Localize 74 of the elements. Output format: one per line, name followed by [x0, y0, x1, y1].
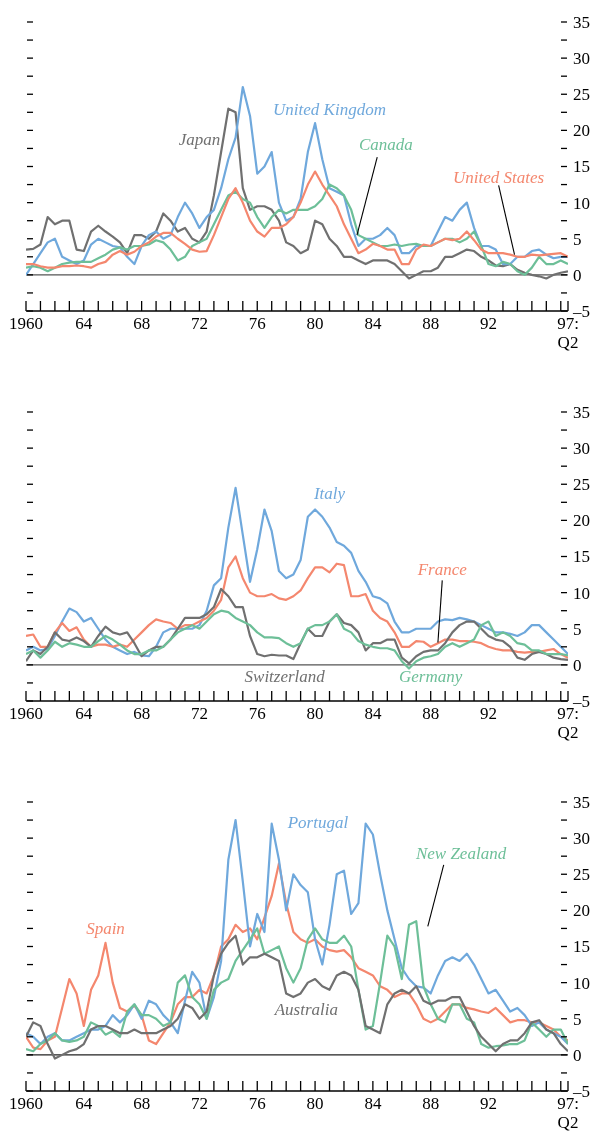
x-tick-label: 72: [190, 314, 208, 333]
y-tick-label: 0: [573, 1045, 582, 1065]
y-tick-label: 25: [573, 475, 590, 495]
x-tick-label: 72: [190, 1094, 208, 1113]
y-tick-label: 5: [573, 619, 582, 639]
y-tick-label: 10: [573, 583, 590, 603]
x-tick-label: 68: [133, 1094, 151, 1113]
line-series: [26, 486, 568, 658]
line-series: [26, 818, 568, 1046]
text: United States: [453, 167, 545, 187]
y-tick-label: 20: [573, 121, 590, 141]
x-tick-label: 92: [480, 704, 498, 723]
x-tick-label: 1960: [9, 1094, 43, 1113]
y-tick-label: 20: [573, 511, 590, 531]
y-tick-label: 35: [573, 792, 590, 812]
y-tick-label: 5: [573, 1009, 582, 1029]
x-tick-label: 80: [306, 314, 324, 333]
y-tick-label: 25: [573, 865, 590, 885]
series-label: Portugal: [286, 813, 349, 833]
series-label: Japan: [178, 129, 221, 149]
x-tick-label: 88: [422, 704, 440, 723]
x-tick-label: 1960: [9, 314, 43, 333]
x-tick-label: 76: [248, 314, 266, 333]
x-tick-label: 68: [133, 314, 151, 333]
line-series: [26, 587, 568, 665]
y-tick-label: 25: [573, 85, 590, 105]
x-tick-label: 97: Q2: [557, 1094, 579, 1131]
y-tick-label: 0: [573, 265, 582, 285]
x-tick-label: 88: [422, 1094, 440, 1113]
line-series: [26, 609, 568, 670]
text: Canada: [358, 135, 413, 155]
series-label: Italy: [312, 483, 346, 503]
y-tick-label: 10: [573, 973, 590, 993]
series-label: Spain: [86, 918, 125, 938]
text: New Zealand: [414, 844, 507, 864]
x-tick-label: 92: [480, 314, 498, 333]
y-tick-label: 15: [573, 157, 590, 177]
y-tick-label: 30: [573, 829, 590, 849]
line-series: [26, 862, 568, 1051]
x-tick-label: 1960: [9, 704, 43, 723]
x-tick-label: 92: [480, 1094, 498, 1113]
y-tick-label: 30: [573, 49, 590, 69]
x-tick-label: 64: [75, 704, 93, 723]
y-tick-label: 15: [573, 937, 590, 957]
y-tick-label: 15: [573, 547, 590, 567]
x-tick-label: 76: [248, 704, 266, 723]
y-tick-label: 0: [573, 655, 582, 675]
series-label: Australia: [273, 1000, 339, 1020]
x-tick-label: 64: [75, 314, 93, 333]
x-tick-label: 80: [306, 704, 324, 723]
x-tick-label: 84: [364, 704, 382, 723]
x-tick-label: 80: [306, 1094, 324, 1113]
x-tick-label: 97: Q2: [557, 314, 579, 352]
y-tick-label: 10: [573, 193, 590, 213]
y-tick-label: 20: [573, 901, 590, 921]
y-tick-label: 5: [573, 229, 582, 249]
line-series: [26, 183, 568, 276]
x-tick-label: 97: Q2: [557, 704, 579, 742]
line-series: [26, 555, 568, 659]
y-tick-label: 35: [573, 12, 590, 32]
x-tick-label: 68: [133, 704, 151, 723]
y-tick-label: 30: [573, 439, 590, 459]
series-label: Switzerland: [244, 667, 326, 687]
x-tick-label: 84: [364, 314, 382, 333]
y-tick-label: 35: [573, 402, 590, 422]
text: France: [416, 559, 468, 579]
x-tick-label: 88: [422, 314, 440, 333]
x-tick-label: 72: [190, 704, 208, 723]
line-series: [26, 170, 568, 269]
x-tick-label: 64: [75, 1094, 93, 1113]
x-tick-label: 84: [364, 1094, 382, 1113]
x-tick-label: 76: [248, 1094, 266, 1113]
series-label: United Kingdom: [273, 99, 386, 119]
series-label: Germany: [399, 667, 463, 687]
